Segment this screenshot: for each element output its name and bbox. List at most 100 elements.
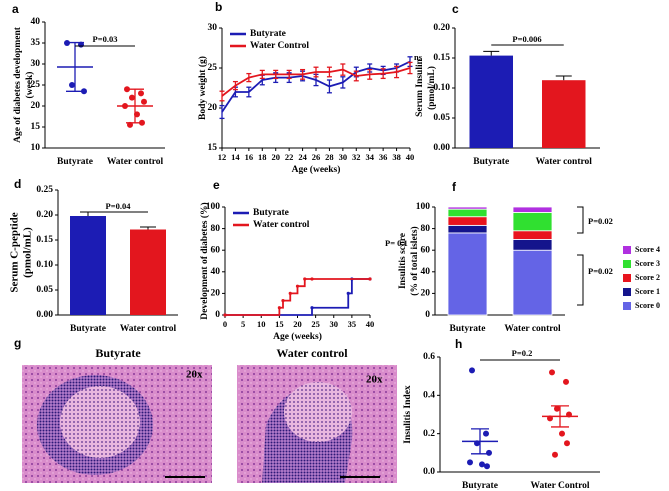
- y-tick-label: 0.00: [433, 143, 450, 153]
- y-tick-label: 0.20: [433, 23, 450, 33]
- x-tick-label: 15: [275, 319, 284, 329]
- y-axis-label: Body weight (g): [197, 56, 208, 120]
- data-point: [479, 461, 485, 468]
- legend-swatch: [623, 302, 631, 310]
- bar-segment: [512, 230, 553, 240]
- x-tick-label: 36: [379, 152, 388, 162]
- x-tick-label: 22: [285, 152, 294, 162]
- y-tick-label: 0.0: [423, 467, 435, 477]
- data-point: [129, 94, 135, 101]
- y-tick-label: 60: [421, 245, 431, 255]
- x-tick-label: 32: [352, 152, 361, 162]
- y-tick-label: 30: [31, 59, 41, 69]
- legend-swatch: [623, 288, 631, 296]
- data-point: [69, 82, 75, 88]
- bar: [469, 55, 513, 148]
- significance-bracket: [577, 206, 584, 234]
- data-point: [552, 451, 558, 458]
- y-tick-label: 40: [421, 267, 431, 277]
- y-tick-label: 0: [425, 310, 430, 320]
- y-tick-label: 80: [211, 224, 221, 234]
- y-axis-label: Insulitis score: [398, 233, 408, 289]
- legend-label: Butyrate: [253, 208, 289, 218]
- data-point: [141, 98, 147, 105]
- x-tick-label: 0: [223, 319, 227, 329]
- x-tick-label: 24: [298, 152, 307, 162]
- y-axis-label: (% of total islets): [409, 226, 420, 295]
- annotation: P=0.04: [106, 201, 132, 211]
- x-tick-label: 25: [311, 319, 320, 329]
- x-tick-label: Butyrate: [70, 324, 106, 334]
- bar-segment: [512, 249, 553, 316]
- y-tick-label: 20: [421, 289, 431, 299]
- panel-letter: g: [14, 336, 21, 350]
- image-title: Butyrate: [95, 346, 141, 360]
- y-tick-label: 15: [208, 143, 218, 153]
- x-tick-label: 14: [231, 152, 240, 162]
- x-tick-label: 12: [218, 152, 227, 162]
- legend-label: Water Control: [250, 41, 309, 51]
- y-tick-label: 100: [416, 202, 431, 212]
- x-tick-label: 35: [348, 319, 357, 329]
- y-tick-label: 25: [208, 63, 218, 73]
- legend-swatch: [623, 246, 631, 254]
- data-point: [223, 313, 227, 317]
- y-axis-label: Insulitis Index: [403, 385, 413, 444]
- y-tick-label: 0.25: [36, 185, 53, 195]
- legend-label: Score 1: [635, 287, 660, 296]
- bar-segment: [447, 208, 488, 218]
- y-tick-label: 40: [31, 17, 41, 27]
- panel-letter: c: [452, 2, 459, 16]
- data-point: [295, 284, 300, 288]
- x-tick-label: Butyrate: [473, 157, 509, 167]
- x-tick-label: 40: [406, 152, 415, 162]
- y-tick-label: 25: [31, 80, 41, 90]
- y-axis-label: Serum Insulin: [415, 58, 425, 117]
- x-axis-label: Age (weeks): [273, 331, 322, 342]
- y-tick-label: 0.10: [36, 260, 53, 270]
- data-point: [549, 369, 555, 376]
- x-tick-label: Butyrate: [462, 481, 498, 491]
- y-tick-label: 0.10: [433, 83, 450, 93]
- legend-label: Butyrate: [250, 29, 286, 39]
- y-axis-label: (week): [24, 72, 35, 99]
- data-point: [303, 277, 307, 281]
- x-tick-label: 38: [392, 152, 401, 162]
- image-panels: g Butyrate Water control 20x 20x: [14, 336, 397, 483]
- x-tick-label: Water control: [504, 324, 561, 334]
- x-tick-label: 26: [312, 152, 321, 162]
- x-tick-label: Water control: [107, 157, 164, 167]
- x-tick-label: 30: [339, 152, 348, 162]
- panel-letter: h: [455, 337, 462, 351]
- y-tick-label: 0.15: [36, 235, 53, 245]
- data-point: [467, 459, 473, 466]
- x-tick-label: 10: [257, 319, 266, 329]
- y-axis-label: (pmol/mL): [22, 227, 34, 278]
- legend-swatch: [623, 274, 631, 282]
- bar-segment: [447, 206, 488, 210]
- y-tick-label: 0.6: [423, 352, 435, 362]
- islet: [284, 382, 352, 442]
- x-tick-label: Butyrate: [450, 324, 486, 334]
- x-tick-label: 40: [366, 319, 375, 329]
- image-title: Water control: [276, 346, 348, 360]
- y-tick-label: 0.15: [433, 53, 450, 63]
- y-tick-label: 0.05: [36, 285, 53, 295]
- data-point: [277, 306, 281, 310]
- legend-label: Score 0: [635, 301, 660, 310]
- data-point: [138, 90, 144, 97]
- legend-swatch: [623, 260, 631, 268]
- magnification: 20x: [366, 374, 383, 386]
- legend-label: Score 3: [635, 259, 660, 268]
- panel-letter: f: [452, 180, 457, 194]
- data-point: [346, 291, 350, 295]
- legend-label: Score 4: [635, 245, 660, 254]
- x-tick-label: 20: [293, 319, 302, 329]
- x-tick-label: 18: [258, 152, 267, 162]
- bar-segment: [512, 206, 553, 213]
- panel-letter: b: [215, 0, 222, 14]
- data-point: [484, 463, 490, 470]
- panel-letter: e: [213, 178, 220, 192]
- y-tick-label: 0.05: [433, 113, 450, 123]
- y-tick-label: 30: [208, 23, 218, 33]
